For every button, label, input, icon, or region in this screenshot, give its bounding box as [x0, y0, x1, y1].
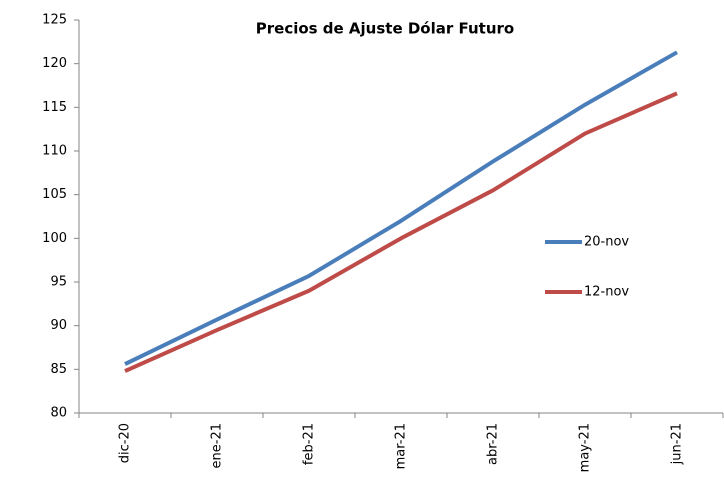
y-tick-label: 90 — [50, 318, 67, 333]
y-tick-label: 110 — [42, 144, 67, 159]
y-tick-label: 120 — [42, 56, 67, 71]
x-tick-label: ene-21 — [210, 423, 225, 468]
x-tick-label: abr-21 — [486, 423, 501, 465]
x-tick-label: dic-20 — [118, 423, 133, 463]
y-tick-label: 95 — [50, 275, 67, 290]
x-tick-label: feb-21 — [302, 423, 317, 465]
y-tick-label: 80 — [50, 406, 67, 421]
series-line — [124, 91, 678, 373]
series-line — [124, 50, 678, 366]
x-tick-label: may-21 — [578, 423, 593, 472]
y-tick-label: 85 — [50, 362, 67, 377]
legend-label: 12-nov — [584, 285, 629, 300]
y-tick-label: 105 — [42, 187, 67, 202]
y-tick-label: 125 — [42, 13, 67, 28]
x-tick-label: jun-21 — [670, 423, 685, 465]
legend-label: 20-nov — [584, 235, 629, 250]
y-tick-label: 100 — [42, 231, 67, 246]
chart-title: Precios de Ajuste Dólar Futuro — [256, 20, 514, 38]
y-tick-label: 115 — [42, 100, 67, 115]
x-tick-label: mar-21 — [394, 423, 409, 469]
